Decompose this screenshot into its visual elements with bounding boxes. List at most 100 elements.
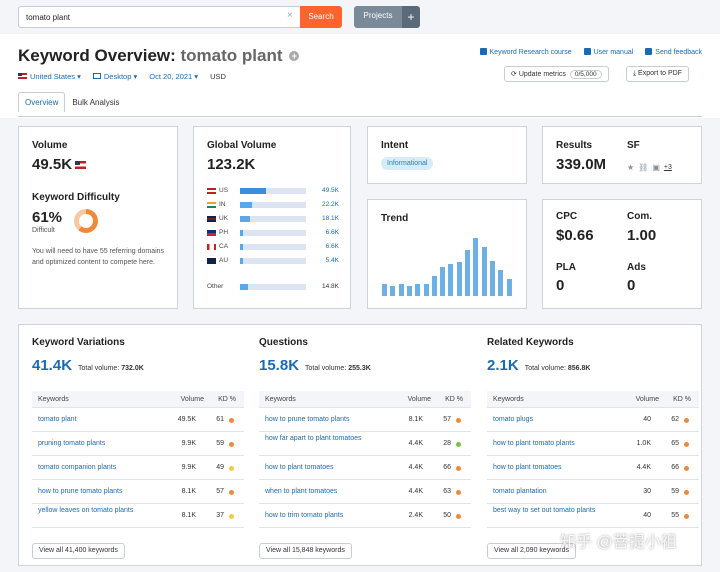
trend-bar[interactable] [465, 250, 470, 296]
country-volume[interactable]: 5.4K [325, 257, 339, 264]
search-input[interactable]: tomato plant [18, 6, 301, 28]
keyword-title: tomato plant [180, 46, 283, 65]
trend-card: Trend [367, 199, 527, 309]
section-count[interactable]: 2.1K [487, 357, 519, 374]
col-kd[interactable]: KD % [673, 396, 691, 403]
clear-icon[interactable]: × [287, 10, 293, 21]
col-keywords[interactable]: Keywords [493, 396, 524, 403]
keyword-link[interactable]: tomato plantation [493, 488, 547, 495]
results-label: Results [556, 140, 593, 151]
chat-icon [645, 48, 653, 55]
feedback-link[interactable]: Send feedback [645, 48, 702, 56]
section-count[interactable]: 41.4K [32, 357, 73, 374]
keyword-kd: 59 [671, 488, 679, 495]
trend-bar[interactable] [423, 284, 429, 296]
view-all-button[interactable]: View all 15,848 keywords [259, 543, 352, 559]
trend-bar[interactable] [489, 261, 495, 296]
sf-more-link[interactable]: +3 [663, 164, 672, 171]
keyword-link[interactable]: how to prune tomato plants [265, 416, 350, 423]
col-keywords[interactable]: Keywords [38, 396, 69, 403]
search-button[interactable]: Search [300, 6, 342, 28]
keyword-link[interactable]: best way to set out tomato plants [493, 507, 596, 514]
keyword-kd: 49 [216, 464, 224, 471]
keyword-link[interactable]: how to plant tomatoes [265, 464, 334, 471]
header-links: Keyword Research course User manual Send… [479, 48, 702, 56]
trend-bar[interactable] [390, 286, 396, 296]
keyword-kd: 62 [671, 416, 679, 423]
kd-indicator-icon [684, 514, 689, 519]
keyword-link[interactable]: yellow leaves on tomato plants [38, 507, 134, 514]
add-project-button[interactable]: + [402, 6, 420, 28]
col-kd[interactable]: KD % [445, 396, 463, 403]
trend-bar[interactable] [382, 284, 387, 296]
com-label: Com. [627, 211, 652, 222]
kd-indicator-icon [456, 442, 461, 447]
trend-bar[interactable] [498, 270, 504, 296]
tab-bulk-analysis[interactable]: Bulk Analysis [72, 98, 120, 107]
col-volume[interactable]: Volume [180, 396, 204, 403]
kd-indicator-icon [456, 514, 461, 519]
keyword-kd: 61 [216, 416, 224, 423]
trend-bar[interactable] [506, 279, 512, 296]
trend-bar[interactable] [473, 238, 479, 296]
kd-indicator-icon [229, 418, 234, 423]
keyword-link[interactable]: tomato plant [38, 416, 77, 423]
keyword-link[interactable]: how far apart to plant tomatoes [265, 435, 362, 442]
col-kd[interactable]: KD % [218, 396, 236, 403]
update-metrics-button[interactable]: ⟳ Update metrics 0/5,000 [504, 66, 609, 82]
pla-label: PLA [556, 262, 576, 273]
date-select[interactable]: Oct 20, 2021 ▾ [149, 72, 199, 81]
country-volume[interactable]: 49.5K [322, 187, 339, 194]
section-related-keywords: Related Keywords 2.1K Total volume: 856.8K… [487, 337, 699, 559]
export-pdf-button[interactable]: ⤓ Export to PDF [626, 66, 690, 82]
global-volume-card: Global Volume 123.2K US 49.5K IN 22.2K UK 18.… [193, 126, 351, 309]
projects-button[interactable]: Projects [354, 6, 402, 28]
keyword-link[interactable]: how to trim tomato plants [265, 512, 344, 519]
col-volume[interactable]: Volume [407, 396, 431, 403]
country-volume[interactable]: 6.6K [325, 229, 339, 236]
kd-indicator-icon [456, 490, 461, 495]
in-flag-icon [207, 202, 216, 208]
download-icon: ⤓ [633, 70, 639, 77]
device-select[interactable]: Desktop ▾ [92, 72, 137, 81]
section-count[interactable]: 15.8K [259, 357, 300, 374]
country-volume[interactable]: 6.6K [325, 243, 339, 250]
trend-bar[interactable] [431, 276, 437, 296]
keyword-link[interactable]: pruning tomato plants [38, 440, 106, 447]
view-all-button[interactable]: View all 2,090 keywords [487, 543, 576, 559]
trend-bar[interactable] [406, 286, 412, 296]
keyword-link[interactable]: when to plant tomatoes [265, 488, 338, 495]
col-keywords[interactable]: Keywords [265, 396, 296, 403]
view-all-button[interactable]: View all 41,400 keywords [32, 543, 125, 559]
add-to-list-icon[interactable]: + [289, 51, 300, 61]
intent-badge: Informational [381, 157, 434, 170]
country-volume[interactable]: 22.2K [322, 201, 339, 208]
trend-bar[interactable] [398, 284, 404, 296]
course-link[interactable]: Keyword Research course [479, 48, 572, 56]
location-select[interactable]: United States ▾ [18, 72, 81, 81]
table-row: how to prune tomato plants 8.1K 57 [259, 408, 471, 432]
serp-features: ★ ⛓ ▣ +3 [627, 163, 672, 172]
country-volume[interactable]: 18.1K [322, 215, 339, 222]
volume-card: Volume 49.5K Keyword Difficulty 61% Diff… [18, 126, 178, 309]
trend-bar[interactable] [456, 262, 462, 296]
keyword-kd: 63 [443, 488, 451, 495]
trend-bar[interactable] [448, 264, 454, 296]
intent-card: Intent Informational [367, 126, 527, 184]
keyword-kd: 55 [671, 512, 679, 519]
country-code: UK [219, 215, 229, 222]
country-share-bar [240, 230, 306, 236]
keyword-link[interactable]: how to plant tomato plants [493, 440, 575, 447]
manual-link[interactable]: User manual [583, 48, 633, 56]
kd-indicator-icon [684, 418, 689, 423]
trend-bar[interactable] [440, 267, 446, 296]
keyword-link[interactable]: tomato companion plants [38, 464, 117, 471]
keyword-link[interactable]: how to plant tomatoes [493, 464, 562, 471]
trend-bar[interactable] [415, 284, 421, 296]
keyword-link[interactable]: tomato plugs [493, 416, 534, 423]
col-volume[interactable]: Volume [635, 396, 659, 403]
tab-overview[interactable]: Overview [18, 92, 66, 112]
table-row: tomato plugs 40 62 [487, 408, 699, 432]
trend-bar[interactable] [481, 247, 487, 296]
keyword-link[interactable]: how to prune tomato plants [38, 488, 123, 495]
